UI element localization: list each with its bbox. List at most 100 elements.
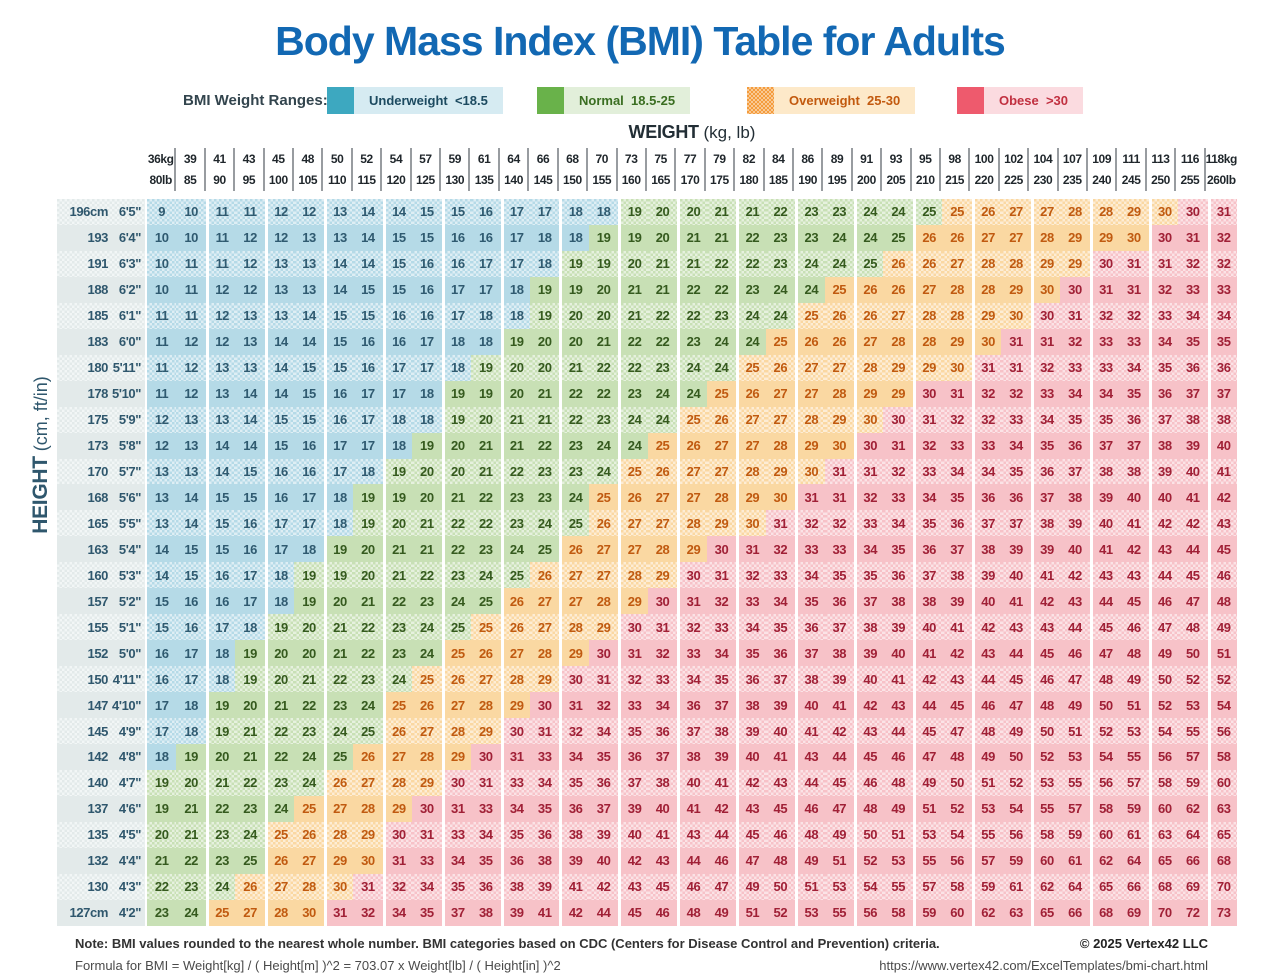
height-cm-label: 132 [87, 853, 109, 869]
weight-column-header: 100 220 [970, 148, 1000, 191]
bmi-cell: 16 [382, 302, 413, 329]
bmi-cell: 28 [854, 354, 884, 381]
height-row-label: 135 4'5" [57, 821, 145, 848]
bmi-cell: 22 [294, 692, 324, 719]
bmi-cell: 17 [500, 224, 530, 251]
bmi-cell: 22 [471, 510, 501, 537]
bmi-cell: 26 [382, 718, 413, 745]
bmi-cell: 21 [323, 614, 354, 641]
bmi-cell: 24 [647, 406, 678, 433]
weight-column-header: 59 130 [441, 148, 471, 191]
bmi-cell: 36 [647, 718, 678, 745]
weight-lb-label: 115 [357, 173, 376, 187]
bmi-cell: 26 [235, 873, 265, 900]
bmi-cell: 42 [912, 666, 943, 693]
bmi-cell: 21 [235, 718, 265, 745]
bmi-cell: 62 [1089, 847, 1120, 874]
bmi-cell: 52 [1030, 744, 1061, 770]
bmi-cell: 37 [912, 562, 943, 589]
bmi-cell: 36 [1001, 484, 1031, 511]
weight-kg-label: 104 [1033, 152, 1053, 166]
bmi-cell: 23 [205, 821, 236, 848]
bmi-cell: 55 [824, 899, 855, 926]
bmi-cell: 24 [765, 276, 796, 303]
bmi-cell: 23 [529, 458, 560, 485]
bmi-cell: 41 [1207, 458, 1237, 485]
bmi-cell: 39 [971, 562, 1002, 589]
bmi-cell: 33 [706, 614, 737, 641]
bmi-cell: 39 [1060, 510, 1090, 537]
bmi-cell: 29 [323, 847, 354, 874]
bmi-cell: 22 [500, 458, 530, 485]
bmi-cell: 43 [736, 795, 766, 822]
weight-column-header: 98 215 [941, 148, 971, 191]
bmi-cell: 42 [1060, 562, 1090, 589]
bmi-cell: 32 [1060, 328, 1090, 355]
bmi-cell: 29 [618, 588, 648, 615]
weight-column-header: 45 100 [265, 148, 295, 191]
bmi-cell: 62 [1178, 795, 1208, 822]
bmi-cell: 34 [588, 718, 619, 745]
weight-lb-label: 120 [386, 173, 406, 187]
bmi-cell: 29 [883, 354, 913, 381]
bmi-cell: 29 [647, 562, 678, 589]
bmi-cell: 20 [441, 458, 472, 485]
weight-lb-label: 185 [768, 173, 788, 187]
bmi-cell: 38 [795, 666, 825, 693]
bmi-cell: 19 [382, 484, 413, 511]
bmi-cell: 34 [529, 769, 560, 796]
bmi-cell: 52 [942, 795, 972, 822]
bmi-cell: 28 [264, 899, 295, 926]
footer-url[interactable]: https://www.vertex42.com/ExcelTemplates/… [879, 958, 1208, 973]
bmi-cell: 44 [883, 718, 913, 745]
bmi-cell: 24 [588, 432, 619, 459]
bmi-cell: 35 [1119, 380, 1149, 407]
bmi-cell: 14 [205, 432, 236, 459]
weight-column-header: 54 120 [382, 148, 412, 191]
height-ftin-label: 5'3" [118, 567, 142, 583]
bmi-cell: 58 [1030, 821, 1061, 848]
bmi-cell: 13 [205, 406, 236, 433]
bmi-cell: 36 [1207, 354, 1237, 381]
bmi-cell: 38 [1089, 458, 1120, 485]
height-cm-label: 147 [87, 697, 109, 713]
bmi-cell: 40 [1178, 458, 1208, 485]
bmi-cell: 19 [529, 276, 560, 303]
bmi-cell: 16 [205, 588, 236, 615]
bmi-cell: 42 [618, 847, 648, 874]
bmi-cell: 43 [854, 718, 884, 745]
weight-column-header: 36kg 80lb [147, 148, 177, 191]
bmi-cell: 66 [1060, 899, 1090, 926]
bmi-cell: 45 [942, 692, 972, 719]
bmi-cell: 33 [500, 769, 530, 796]
bmi-cell: 28 [706, 484, 737, 511]
bmi-cell: 19 [205, 692, 236, 719]
bmi-cell: 37 [1030, 484, 1061, 511]
bmi-cell: 60 [1030, 847, 1061, 874]
bmi-cell: 46 [706, 847, 737, 874]
bmi-cell: 33 [765, 562, 796, 589]
bmi-cell: 41 [795, 718, 825, 745]
bmi-cell: 59 [1001, 847, 1031, 874]
bmi-cell: 33 [1119, 328, 1149, 355]
bmi-cell: 49 [1001, 718, 1031, 745]
bmi-cell: 65 [1030, 899, 1061, 926]
bmi-cell: 18 [205, 640, 236, 667]
bmi-cell: 37 [647, 744, 678, 770]
bmi-cell: 21 [471, 458, 501, 485]
bmi-cell: 32 [1178, 250, 1208, 277]
height-cm-label: 175 [87, 412, 109, 428]
weight-column-header: 73 160 [618, 148, 647, 191]
bmi-cell: 21 [647, 250, 678, 277]
bmi-cell: 44 [1178, 536, 1208, 563]
bmi-cell: 45 [736, 821, 766, 848]
bmi-cell: 51 [1207, 640, 1237, 667]
bmi-cell: 27 [618, 510, 648, 537]
bmi-cell: 14 [235, 380, 265, 407]
weight-axis-title: WEIGHT (kg, lb) [147, 122, 1237, 143]
weight-column-header: 68 150 [559, 148, 589, 191]
bmi-cell: 49 [883, 795, 913, 822]
bmi-cell: 53 [1030, 769, 1061, 796]
weight-kg-label: 91 [860, 152, 873, 166]
weight-lb-label: 175 [710, 173, 729, 187]
